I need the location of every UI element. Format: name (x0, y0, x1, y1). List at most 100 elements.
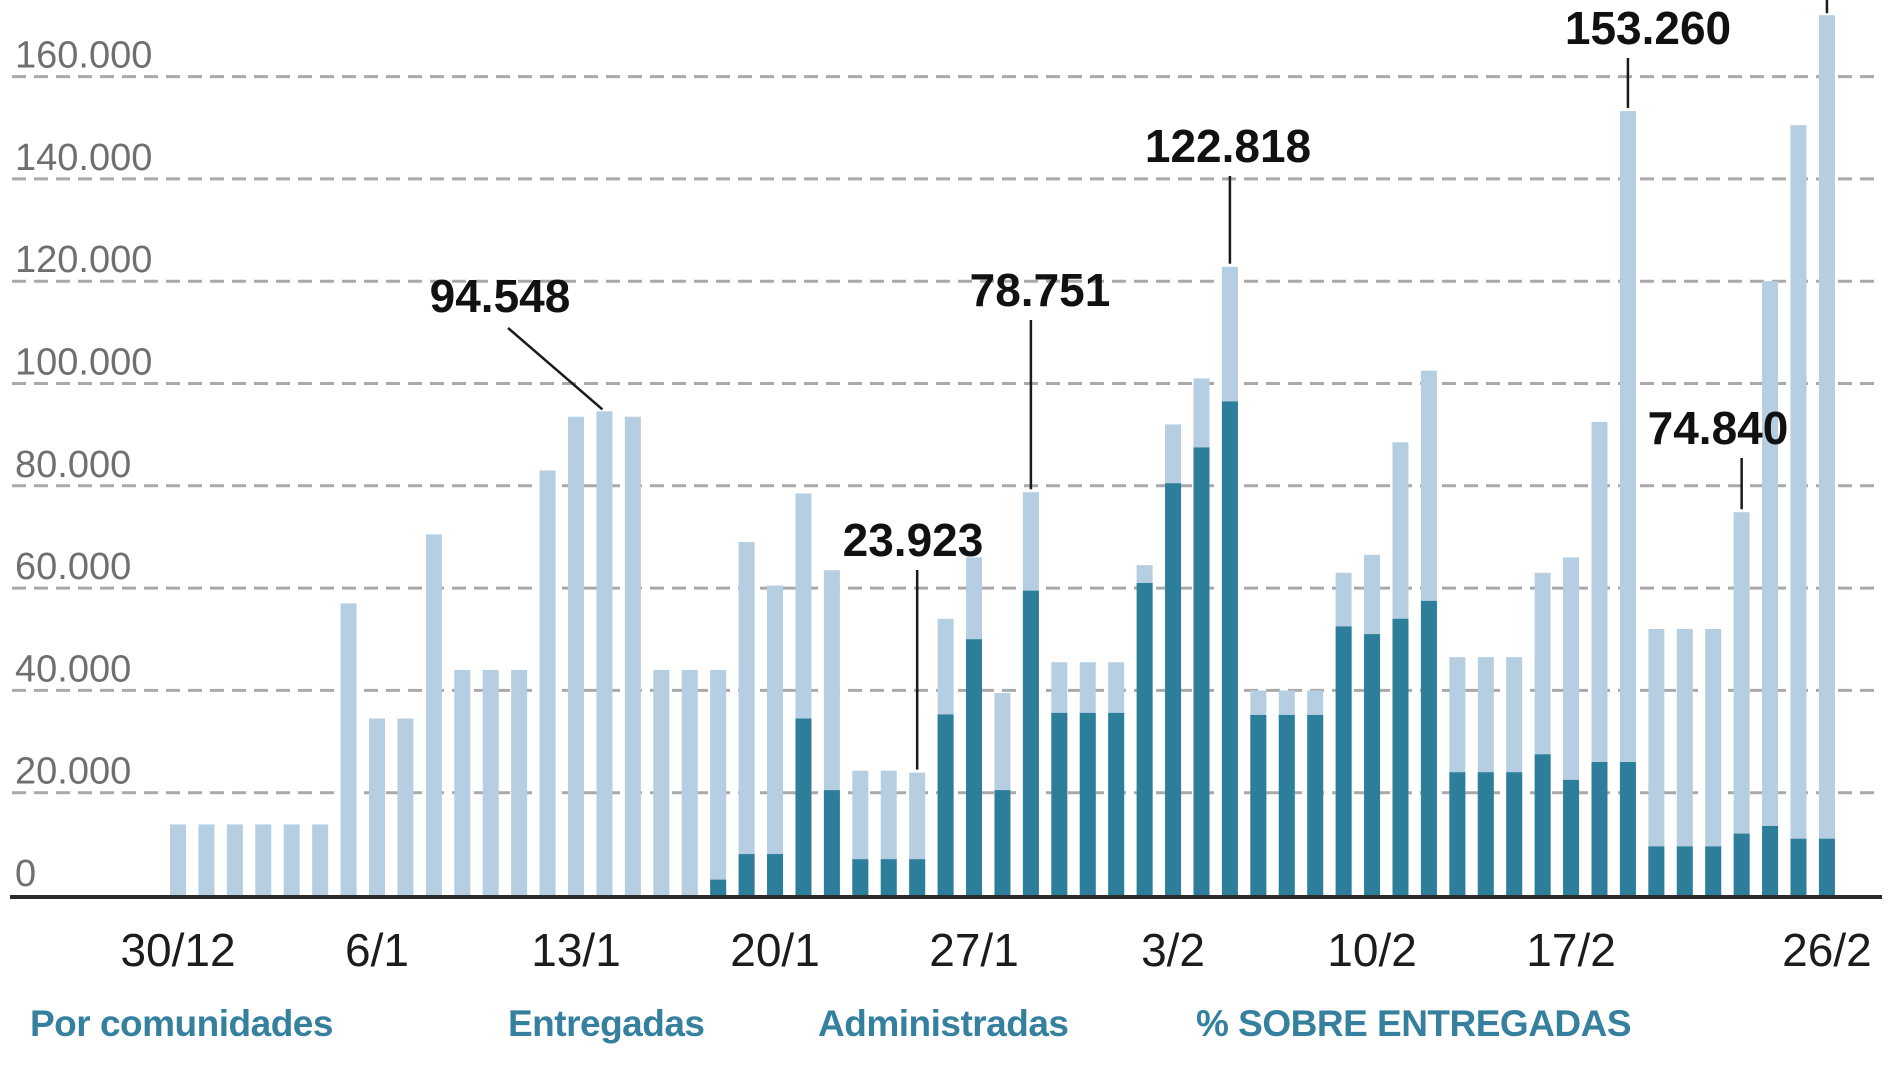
annotation-label: 94.548 (430, 270, 571, 322)
bar-administradas[interactable] (1165, 483, 1182, 895)
bar-administradas[interactable] (1250, 714, 1267, 895)
bar-administradas[interactable] (1335, 626, 1352, 895)
bar-administradas[interactable] (1278, 714, 1295, 895)
bar-entregadas[interactable] (511, 669, 528, 895)
bar-administradas[interactable] (1051, 712, 1068, 895)
bar-administradas[interactable] (1307, 714, 1324, 895)
bar-entregadas[interactable] (1676, 629, 1693, 895)
bar-administradas[interactable] (1449, 772, 1466, 895)
annotation-label: 153.260 (1565, 2, 1731, 54)
bar-entregadas[interactable] (1762, 281, 1779, 895)
bar-entregadas[interactable] (767, 585, 784, 895)
x-axis-tick-label: 13/1 (531, 924, 621, 976)
bar-administradas[interactable] (1022, 590, 1039, 895)
y-axis-tick-label: 140.000 (15, 137, 152, 179)
bar-entregadas[interactable] (425, 534, 442, 895)
bar-administradas[interactable] (1420, 600, 1437, 895)
bar-administradas[interactable] (966, 639, 983, 895)
bar-entregadas[interactable] (1619, 111, 1636, 896)
y-axis-tick-label: 160.000 (15, 35, 152, 77)
bar-administradas[interactable] (1563, 779, 1580, 895)
bar-entregadas[interactable] (1705, 629, 1722, 895)
bar-entregadas[interactable] (681, 669, 698, 895)
bar-administradas[interactable] (1733, 833, 1750, 895)
bar-entregadas[interactable] (340, 603, 357, 895)
bar-entregadas[interactable] (1790, 125, 1807, 895)
annotation-label: 74.840 (1648, 402, 1789, 454)
bar-administradas[interactable] (852, 859, 869, 895)
bar-administradas[interactable] (1364, 634, 1381, 895)
bar-administradas[interactable] (1079, 712, 1096, 895)
bar-administradas[interactable] (1762, 825, 1779, 895)
bar-administradas[interactable] (1534, 754, 1551, 895)
footer-tab-pct-sobre-entregadas[interactable]: % SOBRE ENTREGADAS (1196, 1003, 1632, 1044)
bar-entregadas[interactable] (1818, 15, 1835, 896)
annotation-label: 78.751 (970, 264, 1111, 316)
bar-entregadas[interactable] (283, 824, 300, 895)
annotation-label: 23.923 (843, 514, 984, 566)
bar-entregadas[interactable] (1733, 512, 1750, 895)
bar-administradas[interactable] (710, 879, 727, 895)
bar-administradas[interactable] (1676, 846, 1693, 895)
y-axis-tick-label: 40.000 (15, 648, 131, 690)
bar-administradas[interactable] (767, 854, 784, 895)
bar-administradas[interactable] (1392, 618, 1409, 895)
bar-entregadas[interactable] (738, 542, 755, 895)
bar-administradas[interactable] (1136, 582, 1153, 895)
bar-administradas[interactable] (1818, 838, 1835, 895)
y-axis-tick-label: 100.000 (15, 342, 152, 384)
bar-entregadas[interactable] (198, 824, 215, 895)
bar-administradas[interactable] (1108, 712, 1125, 895)
bar-administradas[interactable] (1648, 846, 1665, 895)
bar-entregadas[interactable] (255, 824, 272, 895)
bar-administradas[interactable] (738, 854, 755, 895)
x-axis-tick-label: 17/2 (1526, 924, 1616, 976)
bar-entregadas[interactable] (624, 416, 641, 895)
bar-administradas[interactable] (1221, 401, 1238, 895)
bar-administradas[interactable] (1477, 772, 1494, 895)
bar-entregadas[interactable] (539, 470, 556, 895)
bar-entregadas[interactable] (482, 669, 499, 895)
y-axis-tick-label: 120.000 (15, 239, 152, 281)
bar-administradas[interactable] (937, 714, 954, 895)
bar-administradas[interactable] (994, 790, 1011, 895)
bar-administradas[interactable] (795, 718, 812, 895)
bar-entregadas[interactable] (170, 824, 186, 895)
bar-administradas[interactable] (823, 790, 840, 895)
bar-entregadas[interactable] (653, 669, 670, 895)
bar-entregadas[interactable] (568, 416, 585, 895)
bar-entregadas[interactable] (454, 669, 471, 895)
y-axis-tick-label: 20.000 (15, 751, 131, 793)
bar-administradas[interactable] (880, 859, 897, 895)
x-axis-tick-label: 26/2 (1782, 924, 1872, 976)
x-axis-tick-label: 27/1 (929, 924, 1019, 976)
x-axis-tick-label: 30/12 (120, 924, 235, 976)
y-axis-tick-label: 60.000 (15, 546, 131, 588)
bar-administradas[interactable] (1591, 762, 1608, 895)
bar-administradas[interactable] (1506, 772, 1523, 895)
x-axis-tick-label: 3/2 (1141, 924, 1205, 976)
bar-entregadas[interactable] (369, 718, 386, 895)
bar-entregadas[interactable] (397, 718, 414, 895)
bar-entregadas[interactable] (710, 669, 727, 895)
bar-administradas[interactable] (1193, 447, 1210, 895)
bar-administradas[interactable] (1619, 762, 1636, 895)
x-axis-tick-label: 6/1 (345, 924, 409, 976)
footer-tab-administradas[interactable]: Administradas (818, 1003, 1069, 1044)
footer-tab-por-comunidades[interactable]: Por comunidades (30, 1003, 333, 1044)
bar-entregadas[interactable] (1648, 629, 1665, 895)
y-axis-tick-label: 0 (15, 853, 36, 895)
bar-entregadas[interactable] (312, 824, 329, 895)
chart-footer: Por comunidades Entregadas Administradas… (0, 1000, 1900, 1069)
bar-entregadas[interactable] (596, 411, 613, 895)
bar-entregadas[interactable] (226, 824, 243, 895)
annotation-label: 122.818 (1145, 120, 1311, 172)
bar-administradas[interactable] (909, 859, 926, 895)
bar-administradas[interactable] (1790, 838, 1807, 895)
bar-administradas[interactable] (1705, 846, 1722, 895)
x-axis-tick-label: 10/2 (1327, 924, 1417, 976)
y-axis-tick-label: 80.000 (15, 444, 131, 486)
footer-tab-entregadas[interactable]: Entregadas (508, 1003, 705, 1044)
